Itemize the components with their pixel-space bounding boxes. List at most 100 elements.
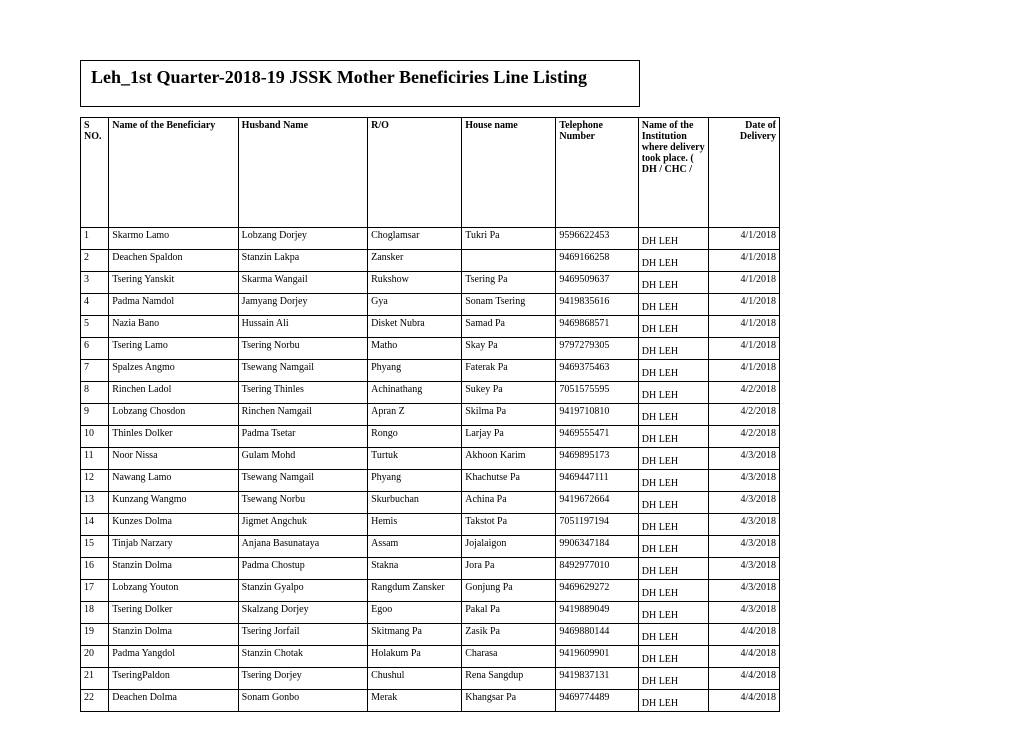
- cell-date: 4/2/2018: [709, 404, 780, 426]
- cell-ro: Merak: [368, 690, 462, 712]
- table-header-row: S NO. Name of the Beneficiary Husband Na…: [81, 118, 780, 228]
- cell-house: Tukri Pa: [462, 228, 556, 250]
- cell-ro: Rangdum Zansker: [368, 580, 462, 602]
- cell-institution: DH LEH: [638, 426, 709, 448]
- table-row: 20Padma YangdolStanzin ChotakHolakum PaC…: [81, 646, 780, 668]
- cell-telephone: 9419609901: [556, 646, 638, 668]
- beneficiaries-table: S NO. Name of the Beneficiary Husband Na…: [80, 117, 780, 712]
- table-row: 6Tsering LamoTsering NorbuMathoSkay Pa97…: [81, 338, 780, 360]
- cell-institution: DH LEH: [638, 514, 709, 536]
- cell-date: 4/2/2018: [709, 426, 780, 448]
- cell-husband: Skarma Wangail: [238, 272, 367, 294]
- col-header-telephone: Telephone Number: [556, 118, 638, 228]
- cell-sno: 13: [81, 492, 109, 514]
- cell-husband: Padma Tsetar: [238, 426, 367, 448]
- table-body: 1Skarmo LamoLobzang DorjeyChoglamsarTukr…: [81, 228, 780, 712]
- cell-husband: Skalzang Dorjey: [238, 602, 367, 624]
- cell-telephone: 9469629272: [556, 580, 638, 602]
- cell-date: 4/1/2018: [709, 316, 780, 338]
- cell-house: Larjay Pa: [462, 426, 556, 448]
- cell-sno: 20: [81, 646, 109, 668]
- cell-sno: 18: [81, 602, 109, 624]
- cell-ro: Holakum Pa: [368, 646, 462, 668]
- cell-institution: DH LEH: [638, 316, 709, 338]
- cell-date: 4/4/2018: [709, 624, 780, 646]
- col-header-date: Date of Delivery: [709, 118, 780, 228]
- cell-telephone: 9469166258: [556, 250, 638, 272]
- cell-sno: 17: [81, 580, 109, 602]
- cell-sno: 1: [81, 228, 109, 250]
- cell-house: Pakal Pa: [462, 602, 556, 624]
- cell-beneficiary: Deachen Dolma: [109, 690, 238, 712]
- cell-husband: Tsering Jorfail: [238, 624, 367, 646]
- cell-house: Zasik Pa: [462, 624, 556, 646]
- cell-institution: DH LEH: [638, 492, 709, 514]
- cell-institution: DH LEH: [638, 250, 709, 272]
- page-container: Leh_1st Quarter-2018-19 JSSK Mother Bene…: [0, 0, 1020, 752]
- cell-sno: 12: [81, 470, 109, 492]
- cell-husband: Tsewang Namgail: [238, 360, 367, 382]
- cell-house: Sukey Pa: [462, 382, 556, 404]
- cell-date: 4/1/2018: [709, 338, 780, 360]
- table-row: 21TseringPaldonTsering DorjeyChushulRena…: [81, 668, 780, 690]
- table-row: 18Tsering DolkerSkalzang DorjeyEgooPakal…: [81, 602, 780, 624]
- table-row: 12Nawang LamoTsewang NamgailPhyangKhachu…: [81, 470, 780, 492]
- cell-husband: Hussain Ali: [238, 316, 367, 338]
- cell-beneficiary: Tinjab Narzary: [109, 536, 238, 558]
- cell-house: Jojalaigon: [462, 536, 556, 558]
- cell-institution: DH LEH: [638, 228, 709, 250]
- table-row: 16Stanzin DolmaPadma ChostupStaknaJora P…: [81, 558, 780, 580]
- page-title: Leh_1st Quarter-2018-19 JSSK Mother Bene…: [91, 67, 587, 87]
- cell-sno: 4: [81, 294, 109, 316]
- cell-institution: DH LEH: [638, 404, 709, 426]
- cell-beneficiary: Padma Namdol: [109, 294, 238, 316]
- cell-husband: Jamyang Dorjey: [238, 294, 367, 316]
- cell-institution: DH LEH: [638, 294, 709, 316]
- cell-house: Achina Pa: [462, 492, 556, 514]
- cell-date: 4/3/2018: [709, 448, 780, 470]
- cell-sno: 22: [81, 690, 109, 712]
- cell-beneficiary: Skarmo Lamo: [109, 228, 238, 250]
- cell-house: Khachutse Pa: [462, 470, 556, 492]
- cell-ro: Egoo: [368, 602, 462, 624]
- col-header-husband: Husband Name: [238, 118, 367, 228]
- cell-institution: DH LEH: [638, 338, 709, 360]
- col-header-ro: R/O: [368, 118, 462, 228]
- cell-beneficiary: Kunzang Wangmo: [109, 492, 238, 514]
- cell-husband: Stanzin Chotak: [238, 646, 367, 668]
- table-row: 15Tinjab NarzaryAnjana BasunatayaAssamJo…: [81, 536, 780, 558]
- cell-house: Akhoon Karim: [462, 448, 556, 470]
- cell-date: 4/1/2018: [709, 250, 780, 272]
- cell-beneficiary: Kunzes Dolma: [109, 514, 238, 536]
- cell-institution: DH LEH: [638, 272, 709, 294]
- cell-house: Skilma Pa: [462, 404, 556, 426]
- cell-institution: DH LEH: [638, 690, 709, 712]
- cell-husband: Tsewang Norbu: [238, 492, 367, 514]
- table-row: 8Rinchen LadolTsering ThinlesAchinathang…: [81, 382, 780, 404]
- cell-beneficiary: Nawang Lamo: [109, 470, 238, 492]
- cell-date: 4/1/2018: [709, 294, 780, 316]
- table-row: 19Stanzin DolmaTsering JorfailSkitmang P…: [81, 624, 780, 646]
- cell-telephone: 9906347184: [556, 536, 638, 558]
- cell-beneficiary: Deachen Spaldon: [109, 250, 238, 272]
- cell-telephone: 9797279305: [556, 338, 638, 360]
- cell-house: Rena Sangdup: [462, 668, 556, 690]
- cell-sno: 9: [81, 404, 109, 426]
- cell-sno: 10: [81, 426, 109, 448]
- cell-ro: Apran Z: [368, 404, 462, 426]
- cell-husband: Rinchen Namgail: [238, 404, 367, 426]
- cell-date: 4/2/2018: [709, 382, 780, 404]
- cell-beneficiary: Stanzin Dolma: [109, 624, 238, 646]
- cell-beneficiary: Lobzang Youton: [109, 580, 238, 602]
- cell-husband: Sonam Gonbo: [238, 690, 367, 712]
- cell-house: Faterak Pa: [462, 360, 556, 382]
- cell-date: 4/3/2018: [709, 536, 780, 558]
- cell-beneficiary: TseringPaldon: [109, 668, 238, 690]
- table-row: 11Noor NissaGulam MohdTurtukAkhoon Karim…: [81, 448, 780, 470]
- cell-beneficiary: Rinchen Ladol: [109, 382, 238, 404]
- cell-husband: Tsewang Namgail: [238, 470, 367, 492]
- cell-ro: Rukshow: [368, 272, 462, 294]
- cell-date: 4/1/2018: [709, 272, 780, 294]
- cell-institution: DH LEH: [638, 646, 709, 668]
- cell-sno: 14: [81, 514, 109, 536]
